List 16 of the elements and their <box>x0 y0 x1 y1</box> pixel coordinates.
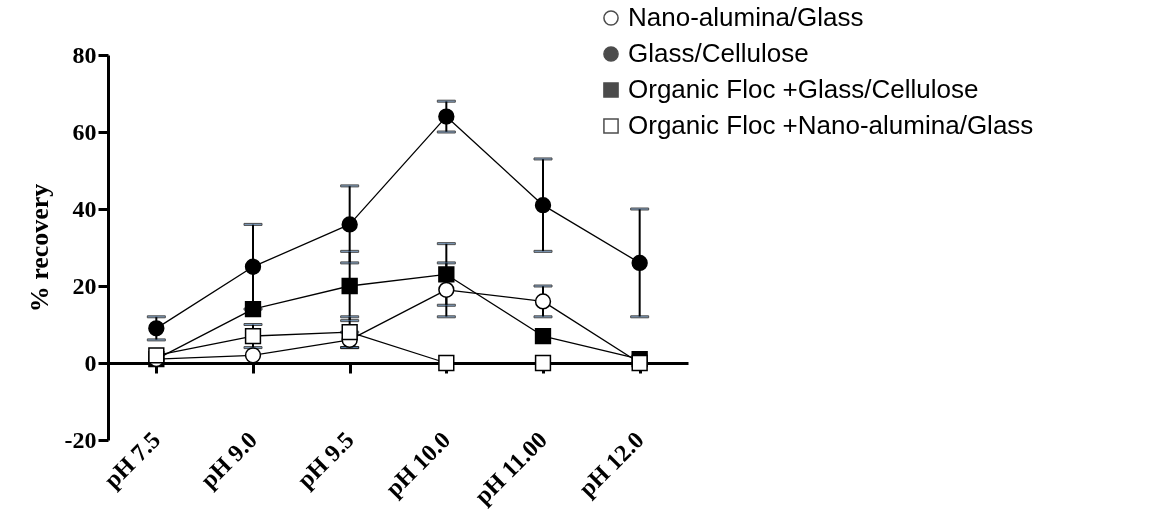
legend-label: Nano-alumina/Glass <box>628 2 864 32</box>
y-tick-label: 60 <box>72 118 97 145</box>
y-tick-label: 40 <box>72 195 97 222</box>
y-axis-title: % recovery <box>24 183 54 313</box>
x-tick-label: pH 12.0 <box>573 426 649 502</box>
y-tick-label: -20 <box>64 426 97 453</box>
legend-label: Glass/Cellulose <box>628 38 809 68</box>
y-tick-label: 20 <box>72 272 97 299</box>
x-tick-label: pH 9.0 <box>195 426 262 494</box>
legend-label: Organic Floc +Nano-alumina/Glass <box>628 110 1034 140</box>
x-tick-label: pH 9.5 <box>292 426 359 494</box>
x-tick-label: pH 7.5 <box>98 426 166 494</box>
y-tick-label: 80 <box>72 41 97 68</box>
y-tick-label: 0 <box>84 349 97 376</box>
x-tick-label: pH 10.0 <box>380 426 456 502</box>
legend-label: Organic Floc +Glass/Cellulose <box>628 74 979 104</box>
